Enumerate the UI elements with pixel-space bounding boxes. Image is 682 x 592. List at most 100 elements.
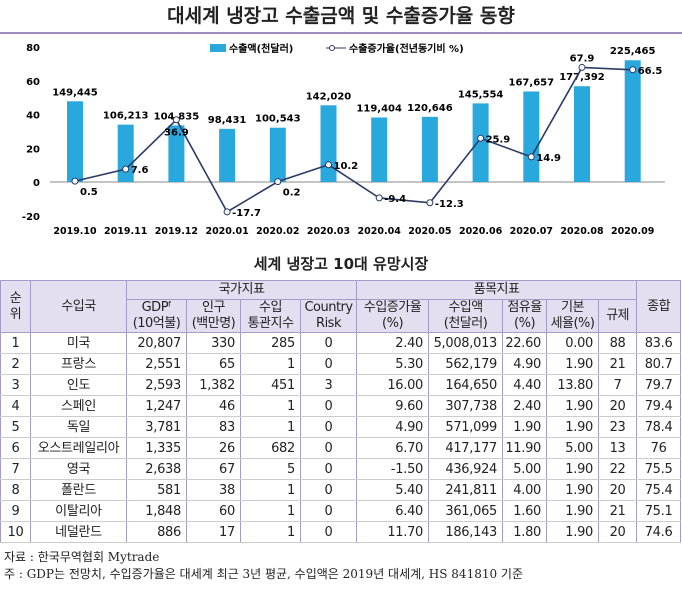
table-cell: 1.60 [502,500,548,522]
table-row: 6 오스트레일리아 1,335 26 682 0 6.70 417,177 11.90 5.00 1… [0,437,682,459]
col-header-line: 수입 [259,300,282,316]
table-cell: 164,650 [428,374,504,396]
table-cell: 1 [240,416,301,438]
table-cell: 21 [598,500,638,522]
table-cell: 1.90 [546,353,600,375]
table-cell: 7 [598,374,638,396]
table-cell: 미국 [30,332,127,354]
growth-label: 10.2 [334,161,359,172]
bar-label: 167,657 [509,77,555,88]
table-cell: 2.40 [356,332,430,354]
table-cell: 21 [598,353,638,375]
growth-point [172,116,180,124]
table-cell: 스페인 [30,395,127,417]
bar [371,117,388,182]
table-cell: 1,247 [126,395,187,417]
table-cell: 285 [240,332,301,354]
table-cell: 1,382 [186,374,241,396]
growth-label: 67.9 [570,53,595,64]
table-row: 3 인도 2,593 1,382 451 3 16.00 164,650 4.40 13.80 7 7… [0,374,682,396]
col-header-line: (백만명) [191,316,236,331]
table-cell: 3 [299,374,358,396]
x-tick-label: 2020.08 [560,226,604,237]
bar-label: 177,392 [559,72,605,83]
legend-bar-swatch [210,44,226,52]
table-cell: 4.00 [502,479,548,501]
group-item: 품목지표 [356,280,638,300]
bar [67,101,83,182]
table-cell: 76 [636,437,682,459]
table-cell: 241,811 [428,479,504,501]
table-cell: 75.5 [636,458,682,480]
col-country: 수입국 [30,280,127,333]
x-tick-label: 2019.12 [155,226,198,237]
table-cell: 5 [0,416,31,438]
table-cell: 581 [126,479,187,501]
table-cell: 5 [240,458,301,480]
table-cell: 6 [0,437,31,459]
col-header: Country Risk [299,299,358,333]
table-cell: 6.40 [356,500,430,522]
table-cell: 0 [299,332,358,354]
x-tick-label: 2019.10 [53,226,97,237]
table-cell: 1 [0,332,31,354]
col-header: 인구 (백만명) [186,299,241,333]
col-total: 종합 [636,280,682,333]
col-header-line: 세율(%) [550,316,595,331]
table-cell: 22 [598,458,638,480]
table-row: 10 네덜란드 886 17 1 0 11.70 186,143 1.80 1.90 20 74.6 [0,521,682,543]
x-tick-label: 2020.04 [358,226,402,237]
table-row: 5 독일 3,781 83 1 0 4.90 571,099 1.90 1.90 23 78.4 [0,416,682,438]
group-national: 국가지표 [125,280,358,300]
table-cell: 0.00 [546,332,600,354]
table-cell: 1.90 [546,395,600,417]
col-header: 점유율 (%) [502,299,548,333]
bar [117,124,134,182]
table-cell: 13 [598,437,638,459]
table-cell: 2.40 [502,395,548,417]
y-tick-label: 20 [26,144,40,155]
col-header-line: (%) [382,316,404,331]
table-cell: 3,781 [126,416,187,438]
col-header-line: 기본 [561,300,584,316]
table-row: 2 프랑스 2,551 65 1 0 5.30 562,179 4.90 1.90 21 80.7 [0,353,682,375]
bar [574,86,590,182]
table-cell: 7 [0,458,31,480]
table-cell: 65 [186,353,241,375]
x-tick-label: 2020.06 [459,226,503,237]
x-tick-label: 2020.07 [510,226,553,237]
legend-line-label: 수출증가율(전년동기비 %) [349,42,464,55]
table-cell: 폴란드 [30,479,127,501]
growth-point [477,134,485,142]
bar [421,116,438,182]
table-cell: 0 [299,521,358,543]
table-cell: 0 [299,458,358,480]
table-cell: 2,593 [126,374,187,396]
bar [219,128,236,182]
bar [624,60,641,182]
table-title: 세계 냉장고 10대 유망시장 [253,255,429,273]
table-cell: 1.90 [546,458,600,480]
table-cell: 83.6 [636,332,682,354]
table-cell: 20 [598,521,638,543]
col-header: 수입액 (천달러) [428,299,504,333]
title-divider [0,32,682,34]
page-title: 대세계 냉장고 수출금액 및 수출증가율 동향 [167,5,515,27]
table-cell: 451 [240,374,301,396]
col-header-line: (%) [514,316,536,331]
growth-point [223,208,231,216]
growth-label: 0.2 [283,188,301,199]
bar-label: 100,543 [255,114,301,125]
table-cell: 4 [0,395,31,417]
table-row: 9 이탈리아 1,848 60 1 0 6.40 361,065 1.60 1.90 21 75.1 [0,500,682,522]
table-row: 8 폴란드 581 38 1 0 5.40 241,811 4.00 1.90 20 75.4 [0,479,682,501]
col-header-line: Country [304,300,353,316]
growth-point [629,66,637,74]
bar-label: 142,020 [306,91,352,102]
table-cell: 361,065 [428,500,504,522]
table-cell: 16.00 [356,374,430,396]
growth-label: 7.6 [131,165,149,176]
col-header-line: GDPᶠ [141,300,172,316]
table-cell: 2,551 [126,353,187,375]
growth-point [375,194,383,202]
